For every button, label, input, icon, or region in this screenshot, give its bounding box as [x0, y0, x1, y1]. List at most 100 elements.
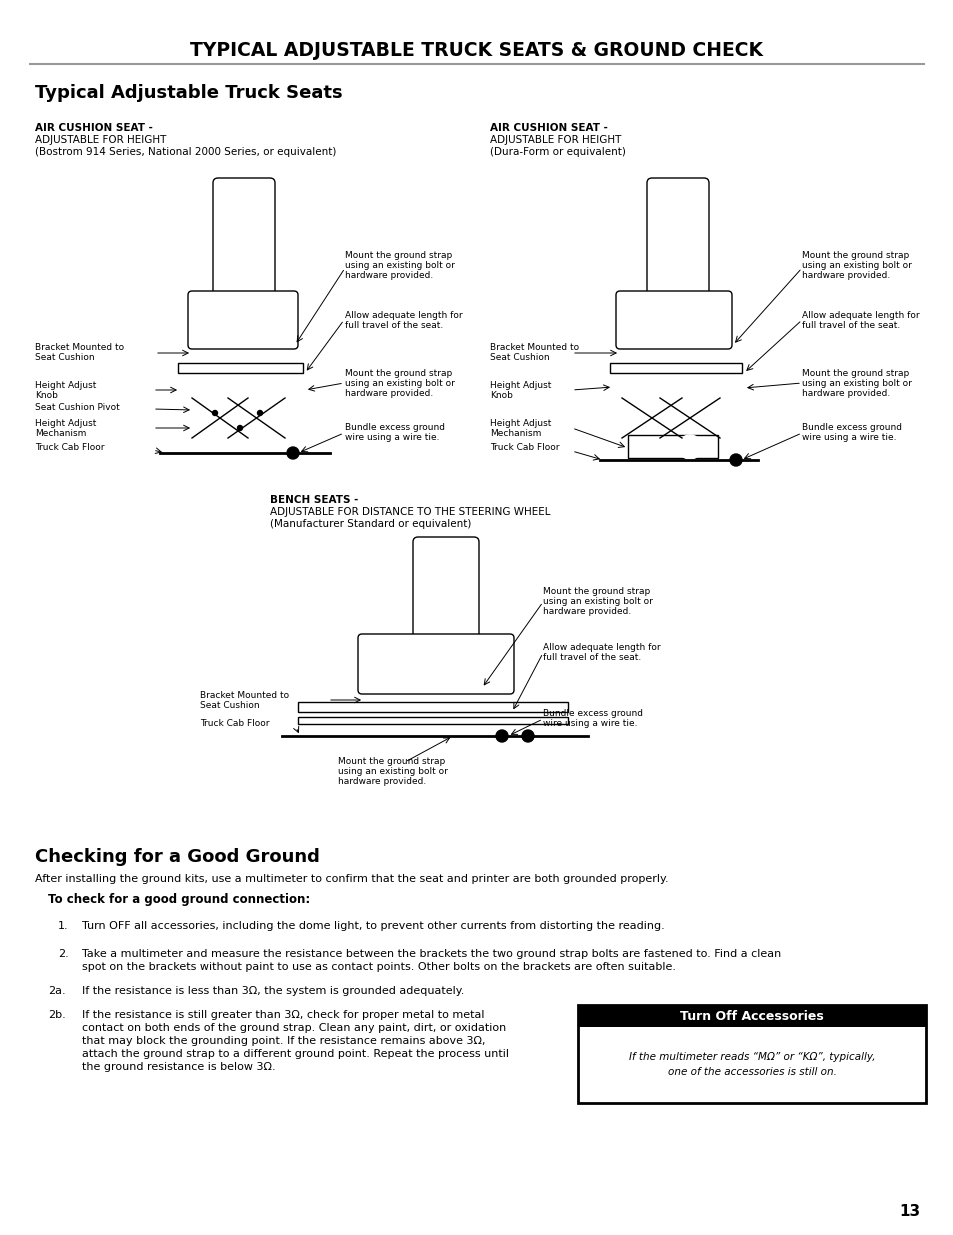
Text: (Dura-Form or equivalent): (Dura-Form or equivalent) — [490, 147, 625, 157]
Text: Seat Cushion Pivot: Seat Cushion Pivot — [35, 404, 120, 412]
Text: full travel of the seat.: full travel of the seat. — [542, 653, 640, 662]
Text: Seat Cushion: Seat Cushion — [35, 353, 94, 363]
Circle shape — [257, 410, 262, 415]
Text: Mount the ground strap: Mount the ground strap — [801, 368, 908, 378]
Text: (Manufacturer Standard or equivalent): (Manufacturer Standard or equivalent) — [270, 519, 471, 529]
Text: using an existing bolt or: using an existing bolt or — [345, 378, 455, 388]
Text: spot on the brackets without paint to use as contact points. Other bolts on the : spot on the brackets without paint to us… — [82, 962, 676, 972]
Bar — [609, 363, 741, 373]
Text: Height Adjust: Height Adjust — [35, 380, 96, 389]
Text: full travel of the seat.: full travel of the seat. — [345, 321, 443, 330]
Text: Height Adjust: Height Adjust — [490, 380, 551, 389]
Text: hardware provided.: hardware provided. — [345, 389, 433, 398]
Text: Bracket Mounted to: Bracket Mounted to — [35, 343, 124, 352]
Text: Typical Adjustable Truck Seats: Typical Adjustable Truck Seats — [35, 84, 342, 103]
FancyBboxPatch shape — [357, 634, 514, 694]
Text: Bracket Mounted to: Bracket Mounted to — [490, 343, 578, 352]
Text: If the multimeter reads “MΩ” or “KΩ”, typically,: If the multimeter reads “MΩ” or “KΩ”, ty… — [628, 1052, 874, 1062]
Text: Truck Cab Floor: Truck Cab Floor — [490, 443, 558, 452]
Text: Checking for a Good Ground: Checking for a Good Ground — [35, 848, 319, 866]
Text: attach the ground strap to a different ground point. Repeat the process until: attach the ground strap to a different g… — [82, 1049, 509, 1058]
Text: 2b.: 2b. — [48, 1010, 66, 1020]
Text: After installing the ground kits, use a multimeter to confirm that the seat and : After installing the ground kits, use a … — [35, 874, 668, 884]
Circle shape — [237, 426, 242, 431]
Text: hardware provided.: hardware provided. — [801, 389, 889, 398]
Text: If the resistance is still greater than 3Ω, check for proper metal to metal: If the resistance is still greater than … — [82, 1010, 484, 1020]
Bar — [297, 701, 567, 713]
Bar — [578, 1028, 925, 1103]
Text: hardware provided.: hardware provided. — [542, 608, 631, 616]
Circle shape — [213, 410, 217, 415]
Text: Allow adequate length for: Allow adequate length for — [345, 310, 462, 320]
Text: hardware provided.: hardware provided. — [345, 270, 433, 279]
FancyBboxPatch shape — [616, 291, 731, 350]
Text: Bracket Mounted to: Bracket Mounted to — [200, 690, 289, 699]
Text: Mount the ground strap: Mount the ground strap — [801, 251, 908, 259]
Text: 13: 13 — [898, 1204, 919, 1219]
Text: using an existing bolt or: using an existing bolt or — [337, 767, 447, 777]
Text: AIR CUSHION SEAT -: AIR CUSHION SEAT - — [35, 124, 152, 133]
Bar — [178, 363, 303, 373]
Text: ADJUSTABLE FOR DISTANCE TO THE STEERING WHEEL: ADJUSTABLE FOR DISTANCE TO THE STEERING … — [270, 508, 550, 517]
Text: BENCH SEATS -: BENCH SEATS - — [270, 495, 358, 505]
Circle shape — [678, 435, 701, 459]
Text: Knob: Knob — [35, 390, 58, 399]
Text: Mechanism: Mechanism — [35, 429, 87, 437]
Text: wire using a wire tie.: wire using a wire tie. — [801, 433, 896, 442]
Bar — [578, 1005, 925, 1103]
Text: Seat Cushion: Seat Cushion — [200, 700, 259, 709]
Circle shape — [521, 730, 534, 742]
Text: using an existing bolt or: using an existing bolt or — [542, 598, 652, 606]
Text: wire using a wire tie.: wire using a wire tie. — [542, 720, 637, 729]
Text: Allow adequate length for: Allow adequate length for — [542, 643, 659, 652]
Text: the ground resistance is below 3Ω.: the ground resistance is below 3Ω. — [82, 1062, 275, 1072]
Circle shape — [287, 447, 298, 459]
Text: hardware provided.: hardware provided. — [801, 270, 889, 279]
Text: ADJUSTABLE FOR HEIGHT: ADJUSTABLE FOR HEIGHT — [35, 135, 166, 144]
Text: If the resistance is less than 3Ω, the system is grounded adequately.: If the resistance is less than 3Ω, the s… — [82, 986, 464, 995]
Text: Bundle excess ground: Bundle excess ground — [801, 424, 901, 432]
Text: ADJUSTABLE FOR HEIGHT: ADJUSTABLE FOR HEIGHT — [490, 135, 620, 144]
Text: To check for a good ground connection:: To check for a good ground connection: — [48, 893, 310, 905]
Text: Turn Off Accessories: Turn Off Accessories — [679, 1009, 823, 1023]
Text: full travel of the seat.: full travel of the seat. — [801, 321, 900, 330]
Text: Turn OFF all accessories, including the dome light, to prevent other currents fr: Turn OFF all accessories, including the … — [82, 921, 664, 931]
Text: Height Adjust: Height Adjust — [490, 419, 551, 427]
Text: 2a.: 2a. — [48, 986, 66, 995]
Text: Take a multimeter and measure the resistance between the brackets the two ground: Take a multimeter and measure the resist… — [82, 948, 781, 960]
Bar — [627, 435, 718, 458]
Text: 1.: 1. — [58, 921, 69, 931]
Text: contact on both ends of the ground strap. Clean any paint, dirt, or oxidation: contact on both ends of the ground strap… — [82, 1023, 506, 1032]
Circle shape — [496, 730, 507, 742]
Text: AIR CUSHION SEAT -: AIR CUSHION SEAT - — [490, 124, 607, 133]
Text: using an existing bolt or: using an existing bolt or — [801, 378, 911, 388]
Text: wire using a wire tie.: wire using a wire tie. — [345, 433, 439, 442]
Text: using an existing bolt or: using an existing bolt or — [801, 261, 911, 269]
Text: (Bostrom 914 Series, National 2000 Series, or equivalent): (Bostrom 914 Series, National 2000 Serie… — [35, 147, 336, 157]
Text: TYPICAL ADJUSTABLE TRUCK SEATS & GROUND CHECK: TYPICAL ADJUSTABLE TRUCK SEATS & GROUND … — [191, 41, 762, 59]
Text: Mechanism: Mechanism — [490, 429, 540, 437]
Text: Bundle excess ground: Bundle excess ground — [345, 424, 444, 432]
Text: Mount the ground strap: Mount the ground strap — [345, 251, 452, 259]
Text: Allow adequate length for: Allow adequate length for — [801, 310, 919, 320]
FancyBboxPatch shape — [646, 178, 708, 312]
Text: Bundle excess ground: Bundle excess ground — [542, 709, 642, 719]
Text: hardware provided.: hardware provided. — [337, 778, 426, 787]
Text: Mount the ground strap: Mount the ground strap — [345, 368, 452, 378]
FancyBboxPatch shape — [213, 178, 274, 312]
Text: Truck Cab Floor: Truck Cab Floor — [35, 443, 105, 452]
Circle shape — [729, 454, 741, 466]
Text: Truck Cab Floor: Truck Cab Floor — [200, 720, 269, 729]
Text: Mount the ground strap: Mount the ground strap — [542, 588, 650, 597]
FancyBboxPatch shape — [413, 537, 478, 664]
Text: using an existing bolt or: using an existing bolt or — [345, 261, 455, 269]
Bar — [297, 718, 567, 724]
Text: Mount the ground strap: Mount the ground strap — [337, 757, 445, 767]
FancyBboxPatch shape — [188, 291, 297, 350]
Text: that may block the grounding point. If the resistance remains above 3Ω,: that may block the grounding point. If t… — [82, 1036, 485, 1046]
Text: Knob: Knob — [490, 390, 513, 399]
Bar — [578, 1005, 925, 1028]
Text: Seat Cushion: Seat Cushion — [490, 353, 549, 363]
Text: Height Adjust: Height Adjust — [35, 419, 96, 427]
Text: 2.: 2. — [58, 948, 69, 960]
